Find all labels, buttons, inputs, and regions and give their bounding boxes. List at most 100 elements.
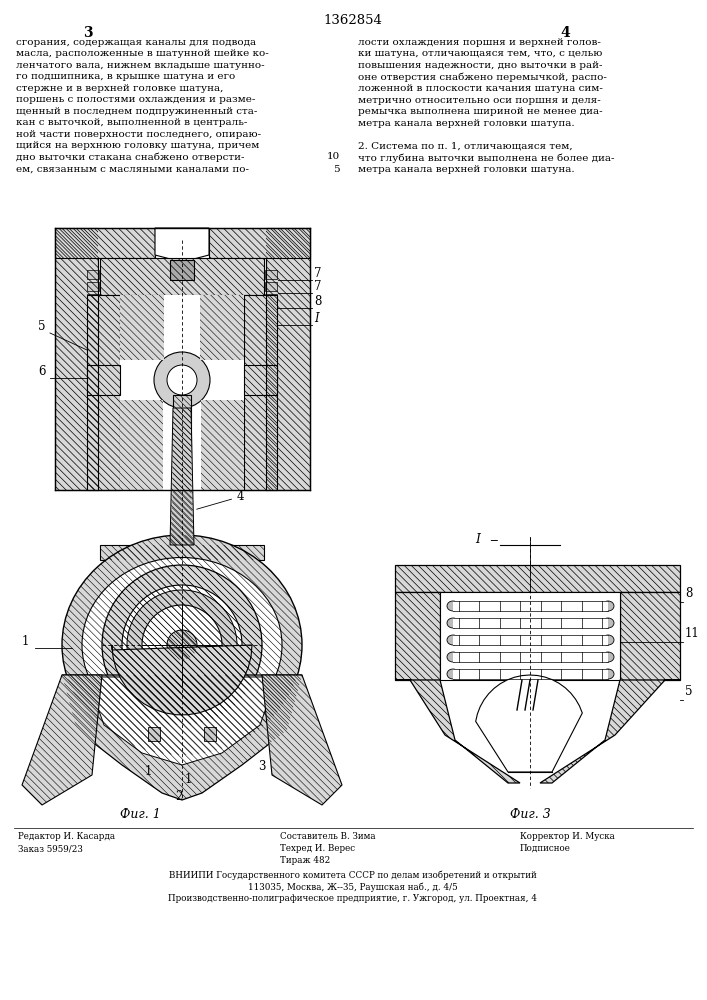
Text: 5: 5: [334, 165, 340, 174]
Text: 7: 7: [314, 280, 322, 293]
PathPatch shape: [22, 675, 102, 805]
Text: Техред И. Верес: Техред И. Верес: [280, 844, 355, 853]
Polygon shape: [120, 295, 244, 490]
Ellipse shape: [602, 601, 614, 611]
Polygon shape: [395, 592, 440, 680]
Text: 8: 8: [314, 295, 322, 308]
Polygon shape: [620, 592, 680, 680]
Text: Тираж 482: Тираж 482: [280, 856, 330, 865]
Polygon shape: [112, 645, 252, 715]
Ellipse shape: [82, 558, 282, 732]
Text: I: I: [475, 533, 480, 546]
Text: 8: 8: [685, 587, 692, 600]
FancyBboxPatch shape: [204, 727, 216, 741]
PathPatch shape: [244, 295, 277, 490]
Ellipse shape: [447, 652, 459, 662]
FancyBboxPatch shape: [265, 270, 277, 279]
Text: 5: 5: [685, 685, 692, 698]
Circle shape: [127, 590, 237, 700]
PathPatch shape: [167, 630, 197, 660]
Polygon shape: [22, 675, 102, 805]
Text: 11: 11: [685, 627, 700, 640]
Polygon shape: [266, 228, 310, 490]
Polygon shape: [120, 295, 164, 360]
Polygon shape: [540, 680, 680, 783]
Text: 1362854: 1362854: [324, 14, 382, 27]
Polygon shape: [173, 395, 191, 490]
Text: ВНИИПИ Государственного комитета СССР по делам изобретений и открытий: ВНИИПИ Государственного комитета СССР по…: [169, 870, 537, 880]
Polygon shape: [453, 635, 608, 645]
Ellipse shape: [447, 618, 459, 628]
PathPatch shape: [120, 295, 164, 360]
FancyBboxPatch shape: [87, 270, 99, 279]
PathPatch shape: [395, 680, 520, 783]
Ellipse shape: [602, 669, 614, 679]
PathPatch shape: [540, 680, 680, 783]
PathPatch shape: [395, 592, 440, 680]
Polygon shape: [201, 400, 244, 490]
Polygon shape: [453, 618, 608, 628]
Text: 4: 4: [197, 490, 245, 509]
FancyBboxPatch shape: [265, 282, 277, 291]
Circle shape: [142, 605, 222, 685]
Ellipse shape: [602, 618, 614, 628]
PathPatch shape: [55, 228, 155, 258]
Text: 7: 7: [314, 267, 322, 280]
PathPatch shape: [262, 675, 342, 805]
Ellipse shape: [602, 635, 614, 645]
Circle shape: [167, 630, 197, 660]
Circle shape: [167, 365, 197, 395]
Circle shape: [122, 585, 242, 705]
Text: 4: 4: [560, 26, 570, 40]
Text: I: I: [314, 312, 319, 325]
PathPatch shape: [100, 258, 264, 295]
FancyBboxPatch shape: [87, 282, 99, 291]
Ellipse shape: [447, 601, 459, 611]
Polygon shape: [170, 490, 194, 545]
Text: ─: ─: [490, 535, 497, 545]
Polygon shape: [100, 545, 264, 560]
Text: Редактор И. Касарда: Редактор И. Касарда: [18, 832, 115, 841]
Polygon shape: [453, 669, 608, 679]
FancyBboxPatch shape: [148, 727, 160, 741]
Text: Корректор И. Муска: Корректор И. Муска: [520, 832, 615, 841]
Text: лости охлаждения поршня и верхней голов-
ки шатуна, отличающаяся тем, что, с цел: лости охлаждения поршня и верхней голов-…: [358, 38, 614, 174]
Text: Составитель В. Зима: Составитель В. Зима: [280, 832, 375, 841]
PathPatch shape: [170, 490, 194, 545]
Polygon shape: [476, 675, 583, 772]
Polygon shape: [62, 675, 302, 800]
Text: Фиг. 3: Фиг. 3: [510, 808, 550, 821]
Circle shape: [154, 352, 210, 408]
Text: 3: 3: [83, 26, 93, 40]
FancyBboxPatch shape: [87, 306, 99, 315]
Text: 5: 5: [38, 320, 45, 333]
Polygon shape: [453, 601, 608, 611]
FancyBboxPatch shape: [265, 306, 277, 315]
Polygon shape: [244, 365, 277, 395]
PathPatch shape: [209, 228, 310, 258]
Polygon shape: [200, 295, 244, 360]
PathPatch shape: [62, 535, 302, 755]
PathPatch shape: [200, 295, 244, 360]
PathPatch shape: [100, 545, 264, 560]
Polygon shape: [87, 365, 120, 395]
PathPatch shape: [62, 675, 302, 800]
Polygon shape: [209, 228, 310, 258]
Polygon shape: [155, 228, 209, 262]
FancyBboxPatch shape: [265, 294, 277, 303]
Text: Фиг. 1: Фиг. 1: [119, 808, 160, 821]
PathPatch shape: [112, 645, 252, 715]
Text: Производственно-полиграфическое предприятие, г. Ужгород, ул. Проектная, 4: Производственно-полиграфическое предприя…: [168, 894, 537, 903]
PathPatch shape: [395, 565, 680, 592]
PathPatch shape: [620, 592, 680, 680]
Text: 1: 1: [185, 773, 192, 786]
Text: Подписное: Подписное: [520, 844, 571, 853]
PathPatch shape: [120, 400, 163, 490]
PathPatch shape: [87, 295, 120, 490]
Text: Заказ 5959/23: Заказ 5959/23: [18, 844, 83, 853]
Polygon shape: [55, 228, 155, 258]
Ellipse shape: [447, 669, 459, 679]
Polygon shape: [244, 295, 277, 490]
PathPatch shape: [266, 228, 310, 490]
FancyBboxPatch shape: [87, 294, 99, 303]
